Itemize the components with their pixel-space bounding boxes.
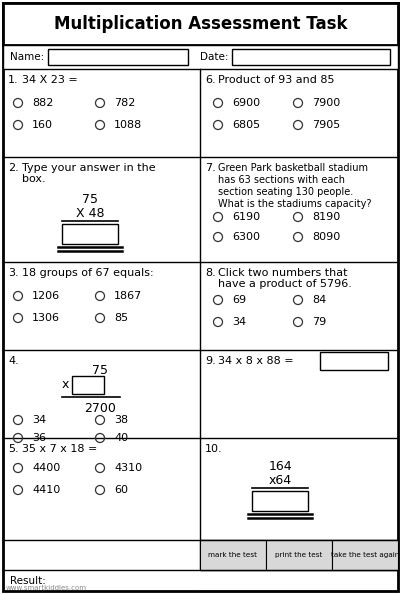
- Text: mark the test: mark the test: [209, 552, 257, 558]
- Bar: [200, 540, 398, 570]
- Text: 34: 34: [232, 317, 246, 327]
- Text: 7905: 7905: [312, 120, 340, 130]
- Text: 18 groups of 67 equals:: 18 groups of 67 equals:: [22, 268, 154, 278]
- Text: 1867: 1867: [114, 291, 142, 301]
- Bar: [48, 49, 188, 65]
- Text: 8.: 8.: [205, 268, 216, 278]
- Text: take the test again: take the test again: [331, 552, 399, 558]
- Text: 1206: 1206: [32, 291, 60, 301]
- Text: 38: 38: [114, 415, 128, 425]
- Text: 7.: 7.: [205, 163, 216, 173]
- Bar: [62, 224, 118, 244]
- Text: x: x: [62, 378, 69, 391]
- Text: 10.: 10.: [205, 444, 223, 454]
- Text: 35 x 7 x 18 =: 35 x 7 x 18 =: [22, 444, 97, 454]
- Text: Click two numbers that: Click two numbers that: [218, 268, 348, 278]
- Text: Date:: Date:: [200, 52, 229, 62]
- Text: 5.: 5.: [8, 444, 18, 454]
- Text: 4.: 4.: [8, 356, 19, 366]
- Text: 75: 75: [92, 364, 108, 377]
- Bar: [252, 491, 308, 511]
- Text: Green Park basketball stadium: Green Park basketball stadium: [218, 163, 368, 173]
- Text: 6190: 6190: [232, 212, 260, 222]
- Text: www.smartkiddies.com: www.smartkiddies.com: [6, 585, 87, 591]
- Text: 36: 36: [32, 433, 46, 443]
- Text: 2.: 2.: [8, 163, 19, 173]
- Text: 6805: 6805: [232, 120, 260, 130]
- Text: 164: 164: [268, 460, 292, 473]
- Text: Type your answer in the: Type your answer in the: [22, 163, 156, 173]
- Text: 2700: 2700: [84, 402, 116, 415]
- Text: X 48: X 48: [76, 207, 104, 220]
- Text: print the test: print the test: [275, 552, 323, 558]
- Bar: [232, 49, 390, 65]
- Bar: [3, 3, 398, 45]
- Text: 1088: 1088: [114, 120, 142, 130]
- Text: 4410: 4410: [32, 485, 60, 495]
- Text: 1306: 1306: [32, 313, 60, 323]
- Bar: [200, 540, 266, 570]
- Text: 85: 85: [114, 313, 128, 323]
- Text: have a product of 5796.: have a product of 5796.: [218, 279, 352, 289]
- Bar: [266, 540, 332, 570]
- Text: 6300: 6300: [232, 232, 260, 242]
- Text: 8090: 8090: [312, 232, 340, 242]
- Text: has 63 sections with each: has 63 sections with each: [218, 175, 345, 185]
- Text: 34 x 8 x 88 =: 34 x 8 x 88 =: [218, 356, 294, 366]
- Text: 9.: 9.: [205, 356, 216, 366]
- Text: Name:: Name:: [10, 52, 44, 62]
- Text: 40: 40: [114, 433, 128, 443]
- Text: 7900: 7900: [312, 98, 340, 108]
- Text: 1.: 1.: [8, 75, 18, 85]
- Text: 882: 882: [32, 98, 53, 108]
- Text: 6.: 6.: [205, 75, 216, 85]
- Text: Result:: Result:: [10, 576, 46, 586]
- Text: 34: 34: [32, 415, 46, 425]
- Text: Multiplication Assessment Task: Multiplication Assessment Task: [54, 15, 347, 33]
- Bar: [72, 376, 104, 394]
- Text: 69: 69: [232, 295, 246, 305]
- Bar: [320, 352, 388, 370]
- Text: 4400: 4400: [32, 463, 60, 473]
- Text: 8190: 8190: [312, 212, 340, 222]
- Text: What is the stadiums capacity?: What is the stadiums capacity?: [218, 199, 371, 209]
- Text: 75: 75: [82, 193, 98, 206]
- Text: 6900: 6900: [232, 98, 260, 108]
- Text: x64: x64: [268, 474, 292, 487]
- Text: 34 X 23 =: 34 X 23 =: [22, 75, 78, 85]
- Text: section seating 130 people.: section seating 130 people.: [218, 187, 353, 197]
- Text: 79: 79: [312, 317, 326, 327]
- Text: box.: box.: [22, 174, 46, 184]
- Bar: [3, 45, 398, 69]
- Text: 60: 60: [114, 485, 128, 495]
- Text: 160: 160: [32, 120, 53, 130]
- Text: 84: 84: [312, 295, 326, 305]
- Text: 4310: 4310: [114, 463, 142, 473]
- Text: 3.: 3.: [8, 268, 18, 278]
- Text: 782: 782: [114, 98, 136, 108]
- Bar: [332, 540, 398, 570]
- Text: Product of 93 and 85: Product of 93 and 85: [218, 75, 334, 85]
